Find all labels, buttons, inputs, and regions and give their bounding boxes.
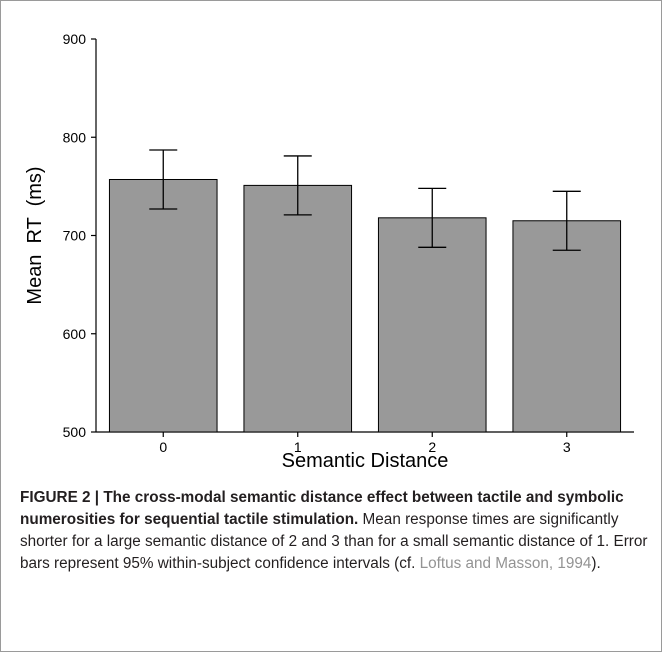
- error-bar: [418, 187, 447, 248]
- chart-error-bars: [149, 149, 581, 251]
- bar: [108, 178, 218, 433]
- x-tick-label: 1: [294, 439, 302, 455]
- caption-body-part-1: Mean response times are significantly sh…: [20, 511, 648, 572]
- caption-body-part-2: ).: [591, 555, 601, 572]
- x-tick-label: 0: [159, 439, 167, 455]
- y-tick-label: 600: [63, 326, 87, 342]
- chart-labels: 500 600 700 800 900 0 1 2 3 Semantic Distance Mean…: [24, 31, 571, 471]
- chart-bars: [108, 178, 622, 433]
- bar-chart: 500 600 700 800 900 0 1 2 3 Semantic Distance Mean…: [24, 31, 634, 471]
- x-tick-label: 2: [428, 439, 436, 455]
- error-bar: [149, 149, 178, 210]
- error-bar: [552, 190, 581, 251]
- caption-title: The cross-modal semantic distance effect…: [20, 489, 624, 528]
- bar: [377, 217, 487, 433]
- bar: [512, 220, 622, 433]
- bar: [243, 184, 353, 433]
- y-axis-title: Mean RT (ms): [24, 166, 46, 304]
- x-axis-title: Semantic Distance: [282, 450, 449, 471]
- y-tick-label: 800: [63, 129, 87, 145]
- y-tick-label: 900: [63, 31, 87, 47]
- x-tick-label: 3: [563, 439, 571, 455]
- y-tick-label: 700: [63, 228, 87, 244]
- y-tick-label: 500: [63, 424, 87, 440]
- caption-figure-label: FIGURE 2 |: [20, 489, 104, 506]
- figure-caption: FIGURE 2 | The cross-modal semantic dist…: [20, 487, 648, 575]
- error-bar: [283, 155, 312, 216]
- caption-reference-link[interactable]: Loftus and Masson, 1994: [419, 555, 592, 572]
